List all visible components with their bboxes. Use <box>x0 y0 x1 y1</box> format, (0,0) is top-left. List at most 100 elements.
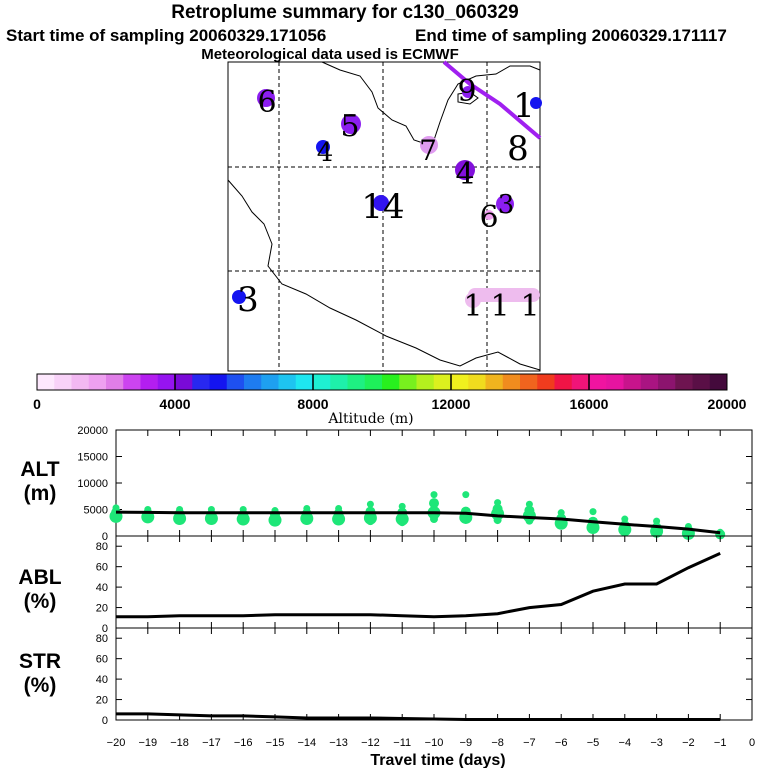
colorbar-cell <box>554 374 573 390</box>
x-tick-label: −10 <box>425 737 444 749</box>
scatter-point <box>366 517 375 526</box>
x-tick-label: −5 <box>587 737 600 749</box>
scatter-point <box>429 498 439 509</box>
colorbar-cell <box>295 374 314 390</box>
colorbar-cell <box>364 374 383 390</box>
colorbar-tick-label: 16000 <box>570 396 609 412</box>
colorbar-cell <box>244 374 262 390</box>
scatter-point <box>430 515 438 524</box>
scatter-point <box>204 512 218 526</box>
map-marker-label: 8 <box>507 129 529 169</box>
colorbar-cell <box>313 374 331 390</box>
map-marker-label: 14 <box>361 187 404 227</box>
plume-smear <box>468 288 540 302</box>
x-tick-label: −11 <box>393 737 411 749</box>
y-tick-label: 20 <box>96 695 108 707</box>
colorbar-cell <box>451 374 469 390</box>
map-marker <box>257 89 275 107</box>
map-marker <box>462 86 474 98</box>
map-marker-label: 9 <box>457 74 476 109</box>
colorbar-tick-label: 0 <box>33 396 41 412</box>
panel-frame <box>115 627 753 721</box>
x-tick-label: −13 <box>329 737 348 749</box>
map-marker <box>465 292 481 308</box>
panel-unit: (%) <box>24 674 57 697</box>
colorbar-cell <box>382 374 400 390</box>
x-tick-label: −1 <box>714 737 727 749</box>
colorbar-cell <box>37 374 55 390</box>
colorbar-cell <box>709 374 728 390</box>
map-marker-label: 1 <box>490 289 509 324</box>
panel-str: 80 60 40 20 0 STR(%) <box>19 627 753 727</box>
flight-track <box>442 60 542 140</box>
scatter-point <box>332 512 346 526</box>
colorbar-tick-label: 4000 <box>159 396 190 412</box>
colorbar-cell <box>54 374 72 390</box>
y-tick-label: 80 <box>96 633 108 645</box>
x-tick-label: −20 <box>107 737 126 749</box>
scatter-point <box>236 512 250 526</box>
y-tick-label: 10000 <box>77 478 108 490</box>
colorbar-cell <box>330 374 348 390</box>
map-marker-label: 3 <box>237 280 259 320</box>
y-tick-label: 5000 <box>84 505 108 517</box>
scatter-point <box>618 523 632 537</box>
colorbar-cell <box>502 374 521 390</box>
colorbar-cell <box>278 374 297 390</box>
map-marker <box>530 97 542 109</box>
colorbar-cell <box>123 374 141 390</box>
colorbar-cell <box>433 374 452 390</box>
colorbar-cell <box>157 374 176 390</box>
colorbar-cell <box>192 374 210 390</box>
scatter-point <box>366 500 374 508</box>
panel-unit: (m) <box>24 482 57 505</box>
colorbar-cell <box>640 374 659 390</box>
x-tick-label: −16 <box>234 737 253 749</box>
colorbar-cell <box>623 374 642 390</box>
x-tick-label: −9 <box>460 737 473 749</box>
y-tick-label: 20 <box>96 603 108 615</box>
mean-altitude-line <box>115 510 721 535</box>
x-tick-label: −19 <box>138 737 157 749</box>
map-marker-label: 7 <box>419 134 437 167</box>
x-tick-label: −8 <box>491 737 504 749</box>
map-marker <box>484 210 494 220</box>
colorbar-cell <box>140 374 159 390</box>
colorbar-cell <box>658 374 676 390</box>
colorbar-tick-label: 12000 <box>432 396 471 412</box>
y-tick-label: 60 <box>96 654 108 666</box>
x-tick-label: −2 <box>682 737 695 749</box>
colorbar-cell <box>261 374 279 390</box>
series-line-str <box>116 712 721 721</box>
map-marker <box>373 195 389 211</box>
chart-title: Retroplume summary for c130_060329 <box>171 2 519 23</box>
map-marker-label: 5 <box>340 109 359 144</box>
colorbar-cell <box>71 374 90 390</box>
y-tick-label: 60 <box>96 562 108 574</box>
colorbar-cell <box>537 374 555 390</box>
x-tick-label: −17 <box>202 737 221 749</box>
colorbar-axis-label: Altitude (m) <box>327 411 413 427</box>
y-tick-label: 0 <box>102 623 108 635</box>
colorbar-cell <box>675 374 693 390</box>
x-tick-label: −4 <box>619 737 632 749</box>
colorbar-cell <box>209 374 228 390</box>
y-tick-label: 20000 <box>77 425 108 437</box>
panel-label: ABL <box>18 566 61 589</box>
scatter-point <box>589 508 597 516</box>
map-marker-label: 4 <box>317 138 334 168</box>
colorbar-tick-label: 8000 <box>297 396 328 412</box>
y-tick-label: 80 <box>96 541 108 553</box>
x-tick-labels: −20 −19 −18 −17 −16 −15 −14 −13 −12 −11 −10 −9 −8 −7−… <box>107 737 755 749</box>
panel-unit: (%) <box>24 590 57 613</box>
colorbar-cell <box>468 374 486 390</box>
x-tick-label: 0 <box>749 737 755 749</box>
colorbar-cell <box>175 374 193 390</box>
x-tick-label: −14 <box>297 737 316 749</box>
scatter-point <box>493 516 502 525</box>
colorbar-cell <box>226 374 245 390</box>
panel-alt: 20000 15000 10000 5000 0 ALT(m) <box>20 425 753 543</box>
scatter-point <box>462 491 470 499</box>
map-marker-label: 1 <box>520 289 539 324</box>
